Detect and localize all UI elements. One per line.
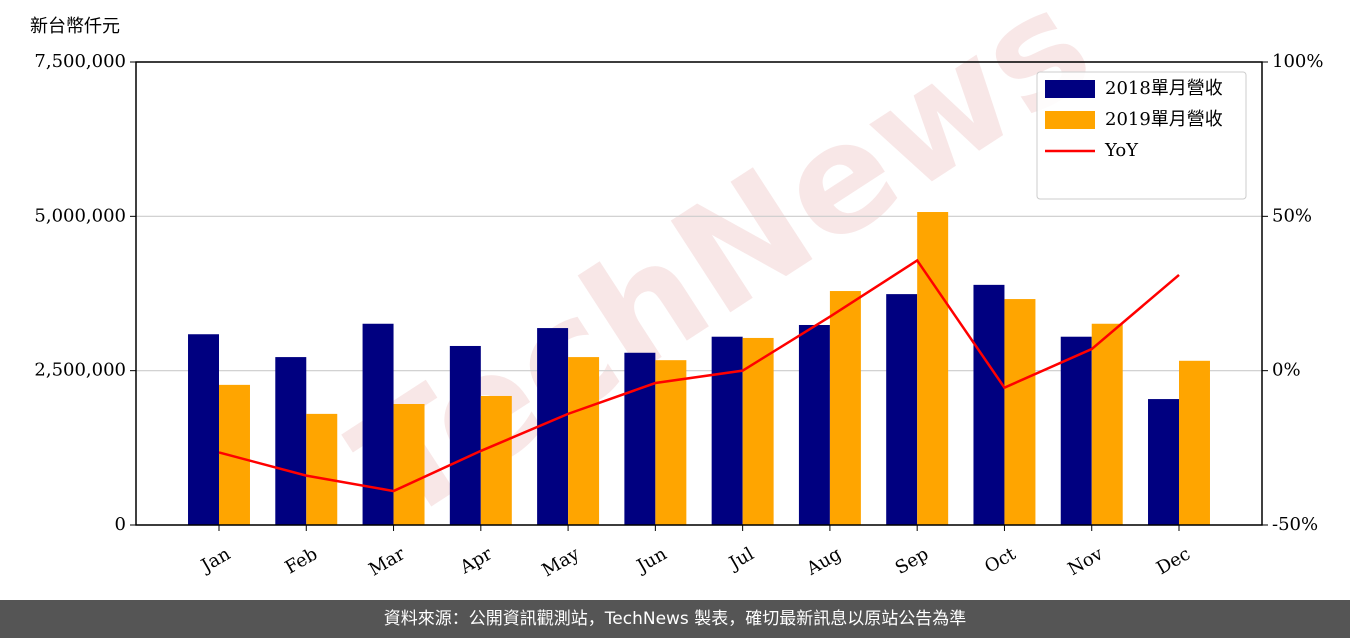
bar [917, 212, 949, 525]
y-tick-label: 2,500,000 [34, 360, 126, 381]
y-tick-label: 0 [115, 514, 126, 535]
bar [537, 328, 569, 525]
bar [1060, 336, 1092, 525]
x-tick-label: Oct [981, 543, 1020, 578]
x-tick-label: Aug [802, 543, 845, 580]
x-tick-label: Jul [724, 543, 758, 575]
legend-box [1036, 71, 1247, 200]
bar [306, 413, 338, 525]
y2-tick-label: 0% [1272, 360, 1301, 381]
bar [1179, 360, 1210, 525]
x-tick-label: Dec [1153, 543, 1194, 579]
y-tick-label: 7,500,000 [34, 51, 126, 72]
bar [393, 404, 425, 525]
bar [1091, 323, 1123, 525]
x-tick-label: Nov [1064, 543, 1107, 580]
legend-label: YoY [1104, 140, 1139, 161]
bar [798, 324, 830, 525]
x-tick-label: Sep [892, 543, 932, 578]
bar [624, 352, 656, 525]
y2-tick-label: 50% [1272, 205, 1312, 226]
bar [711, 336, 743, 525]
bar [829, 291, 861, 525]
x-tick-label: Mar [365, 543, 409, 580]
bar [1004, 299, 1036, 525]
x-tick-label: Feb [282, 543, 322, 578]
bar [973, 284, 1005, 525]
footer-bar [0, 600, 1350, 638]
legend-swatch [1045, 111, 1095, 129]
bar [275, 357, 307, 525]
bar [655, 360, 687, 525]
bar [362, 323, 394, 525]
bar [568, 357, 600, 525]
bar [886, 294, 918, 525]
y-tick-label: 5,000,000 [34, 205, 126, 226]
y2-tick-label: -50% [1272, 514, 1318, 535]
x-tick-label: Jan [196, 543, 234, 577]
bar [480, 395, 512, 525]
line [218, 258, 1180, 493]
x-tick-label: May [539, 543, 584, 581]
bar [742, 337, 774, 525]
bar [449, 345, 481, 525]
x-tick-label: Apr [456, 543, 496, 578]
legend-swatch [1045, 80, 1095, 98]
x-tick-label: Jun [632, 543, 671, 578]
bar [188, 334, 219, 525]
legend-label: 2018單月營收 [1105, 78, 1223, 99]
y2-tick-label: 100% [1272, 51, 1323, 72]
footer-text: 資料來源：公開資訊觀測站，TechNews 製表，確切最新訊息以原站公告為準 [384, 609, 966, 629]
plot-frame [135, 61, 1263, 526]
bar [1148, 399, 1179, 525]
legend-label: 2019單月營收 [1105, 109, 1223, 130]
y-axis-label: 新台幣仟元 [30, 16, 120, 37]
